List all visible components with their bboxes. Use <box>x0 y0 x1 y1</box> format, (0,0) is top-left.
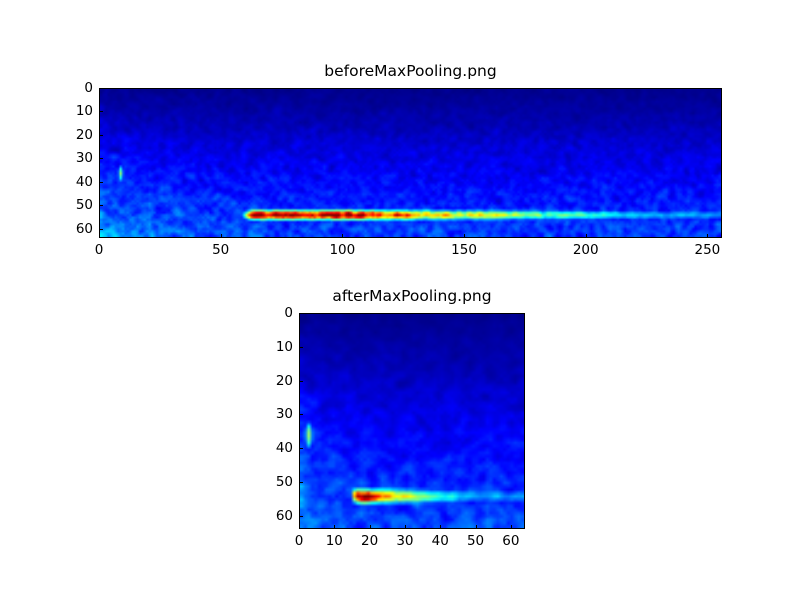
x-tick-label: 0 <box>294 533 304 549</box>
y-tick-label: 60 <box>75 220 93 237</box>
y-tick-mark <box>99 111 103 113</box>
y-tick-label: 40 <box>275 440 293 456</box>
x-tick-label: 10 <box>325 533 343 549</box>
x-tick-mark <box>299 525 300 529</box>
x-tick-label: 0 <box>94 242 104 258</box>
x-tick-mark <box>404 525 406 529</box>
heatmap-canvas-after <box>300 314 524 528</box>
x-tick-mark <box>585 234 587 238</box>
y-tick-mark <box>99 134 103 136</box>
heatmap-canvas-before <box>100 89 721 237</box>
y-tick-mark <box>99 181 103 183</box>
x-tick-mark <box>510 525 512 529</box>
plot-title-before: beforeMaxPooling.png <box>324 62 497 80</box>
x-tick-mark <box>464 234 466 238</box>
x-tick-mark <box>707 234 709 238</box>
x-tick-label: 100 <box>329 242 356 258</box>
x-tick-label: 30 <box>396 533 414 549</box>
axes-after-max-pooling: afterMaxPooling.png 0 10 20 30 40 50 60 0 10 20 30… <box>276 287 525 549</box>
heatmap-before <box>99 88 722 238</box>
x-tick-label: 60 <box>502 533 520 549</box>
x-tick-mark <box>369 525 371 529</box>
x-tick-label: 200 <box>572 242 599 258</box>
y-tick-mark <box>299 414 303 416</box>
y-tick-mark <box>299 448 303 449</box>
x-tick-mark <box>220 234 222 238</box>
y-tick-label: 60 <box>275 507 293 524</box>
y-tick-label: 0 <box>284 305 293 321</box>
x-tick-mark <box>99 234 100 238</box>
x-tick-label: 20 <box>361 533 379 549</box>
y-tick-mark <box>299 380 303 382</box>
x-tick-mark <box>475 525 477 529</box>
heatmap-after <box>299 313 525 529</box>
y-tick-mark <box>299 515 303 517</box>
x-tick-mark <box>342 234 344 238</box>
y-tick-label: 30 <box>275 406 293 423</box>
y-tick-mark <box>299 313 303 314</box>
x-tick-label: 50 <box>212 242 230 258</box>
x-tick-label: 250 <box>694 242 721 258</box>
axes-before-max-pooling: beforeMaxPooling.png 0 50 100 150 200 250 0 10 2… <box>76 62 722 258</box>
x-tick-label: 40 <box>431 533 449 549</box>
y-tick-mark <box>99 88 103 89</box>
y-tick-mark <box>299 346 303 348</box>
y-tick-label: 40 <box>75 173 93 190</box>
y-tick-mark <box>99 158 103 160</box>
y-tick-label: 20 <box>275 372 293 389</box>
y-tick-mark <box>299 481 303 483</box>
x-tick-label: 50 <box>466 533 485 549</box>
x-tick-label: 150 <box>451 242 477 258</box>
y-tick-mark <box>99 205 103 207</box>
y-tick-label: 50 <box>75 197 93 214</box>
y-tick-label: 20 <box>75 126 93 143</box>
plot-title-after: afterMaxPooling.png <box>332 287 492 305</box>
y-tick-label: 50 <box>275 473 293 490</box>
x-tick-mark <box>440 525 442 529</box>
x-tick-mark <box>334 525 336 529</box>
y-tick-label: 0 <box>84 80 93 96</box>
y-tick-label: 10 <box>75 103 93 120</box>
y-tick-label: 10 <box>275 338 293 355</box>
y-tick-label: 30 <box>75 150 93 167</box>
y-tick-mark <box>99 228 103 230</box>
